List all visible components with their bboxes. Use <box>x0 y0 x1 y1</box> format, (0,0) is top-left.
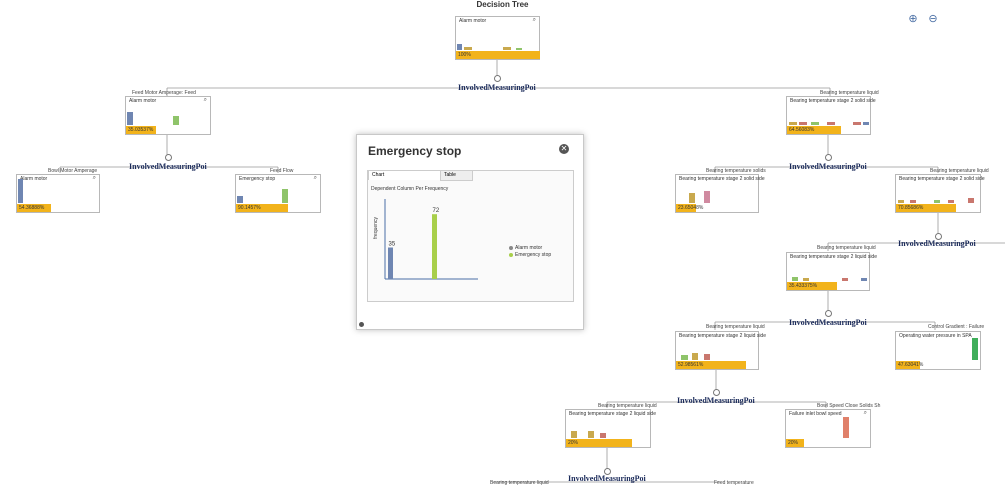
tree-node-right-parent[interactable]: Bearing temperature stage 2 solid side 6… <box>786 96 876 135</box>
tree-node-r-left[interactable]: Bearing temperature stage 2 solid side 2… <box>675 174 765 213</box>
node-percent: 100% <box>458 52 471 58</box>
node-percent: 20% <box>788 440 799 446</box>
frequency-chart: frequency 35 72 <box>373 199 478 280</box>
node-label: Bearing temperature stage 2 liquid side <box>790 254 877 260</box>
node-percent: 70.85686% <box>898 205 924 211</box>
emergency-stop-popup: Emergency stop ✕ Chart Table Dependent C… <box>356 134 584 330</box>
chart-title: Dependent Column Per Frequency <box>371 186 449 192</box>
node-percent: 35.433375% <box>789 283 818 289</box>
expand-toggle[interactable] <box>494 75 501 82</box>
magnifier-icon[interactable]: ⌕ <box>92 175 96 181</box>
tree-node-bowl-leaf[interactable]: Alarm motor ⌕ 54.36888% <box>16 174 100 213</box>
node-percent: 52.98561% <box>678 362 704 368</box>
edge-label: Feed temperature <box>714 480 754 486</box>
magnifier-icon[interactable]: ⌕ <box>203 97 207 103</box>
edge-label: Bearing temperature liquid <box>817 245 876 251</box>
node-label: Emergency stop <box>239 176 276 182</box>
resize-handle-icon[interactable] <box>359 322 364 327</box>
magnifier-icon[interactable]: ⌕ <box>313 175 317 181</box>
page-title: Decision Tree <box>476 0 529 9</box>
tree-node-root[interactable]: Alarm motor ⌕ 100% <box>455 16 540 60</box>
node-label: Operating water pressure in SPA <box>899 333 972 339</box>
node-percent: 20% <box>568 440 579 446</box>
split-label: InvolvedMeasuringPoi <box>129 162 207 171</box>
close-icon[interactable]: ✕ <box>559 144 569 154</box>
edge-label: Bearing temperature liquid <box>490 480 549 486</box>
split-label: InvolvedMeasuringPoi <box>568 474 646 483</box>
node-label: Bearing temperature stage 2 liquid side <box>679 333 766 339</box>
tab-chart[interactable]: Chart <box>368 171 441 180</box>
legend-item-alarm: Alarm motor <box>509 245 551 252</box>
split-label: InvolvedMeasuringPoi <box>789 162 867 171</box>
expand-toggle[interactable] <box>935 233 942 240</box>
split-label: InvolvedMeasuringPoi <box>458 83 536 92</box>
edge-label: Feed Flow <box>270 168 294 174</box>
y-axis-label: frequency <box>373 217 379 239</box>
edge-label: Bowl Speed Close Solids Sh <box>817 403 881 409</box>
chart-legend: Alarm motor Emergency stop <box>509 245 551 259</box>
node-label: Bearing temperature stage 2 solid side <box>679 176 765 182</box>
expand-toggle[interactable] <box>604 468 611 475</box>
node-percent: 64.56083% <box>789 127 815 133</box>
edge-label: Control Gradient : Failure <box>928 324 985 330</box>
tab-table[interactable]: Table <box>440 171 473 181</box>
chart-panel: Chart Table Dependent Column Per Frequen… <box>367 170 574 302</box>
tree-node-r-right[interactable]: Bearing temperature stage 2 solid side 7… <box>895 174 985 213</box>
tree-node-bottom[interactable]: Bearing temperature stage 2 liquid side … <box>565 409 656 448</box>
tree-node-operating[interactable]: Operating water pressure in SPA 47.63041… <box>895 331 981 370</box>
split-label: InvolvedMeasuringPoi <box>789 318 867 327</box>
edge-label: Bowl Motor Amperage <box>48 168 98 174</box>
node-label: Alarm motor <box>20 176 48 182</box>
bar-value-label-0: 35 <box>389 242 396 248</box>
tree-node-lower[interactable]: Bearing temperature stage 2 liquid side … <box>675 331 766 370</box>
expand-toggle[interactable] <box>713 389 720 396</box>
node-label: Bearing temperature stage 2 solid side <box>790 98 876 104</box>
split-label: InvolvedMeasuringPoi <box>677 396 755 405</box>
magnifier-icon[interactable]: ⌕ <box>532 17 536 23</box>
node-label: Alarm motor <box>129 98 157 104</box>
tree-node-bowl-parent[interactable]: Alarm motor ⌕ 35.03537% <box>125 96 211 135</box>
bar-0 <box>388 247 393 279</box>
tree-node-failure[interactable]: Failure inlet bowl speed ⌕ 20% <box>785 409 871 448</box>
zoom-in-icon[interactable]: ⊕ <box>908 13 918 25</box>
expand-toggle[interactable] <box>825 154 832 161</box>
bar-1 <box>432 214 437 279</box>
node-percent: 54.36888% <box>19 205 45 211</box>
node-percent: 47.63041% <box>898 362 924 368</box>
node-percent: 35.03537% <box>128 127 154 133</box>
edge-label: Bearing temperature liquid <box>706 324 765 330</box>
node-label: Alarm motor <box>459 18 487 24</box>
legend-item-emergency: Emergency stop <box>509 252 551 259</box>
edge-label: Feed Motor Amperage: Feed <box>132 90 196 96</box>
node-label: Bearing temperature stage 2 liquid side <box>569 411 656 417</box>
expand-toggle[interactable] <box>165 154 172 161</box>
edge-label: Bearing temperature solids <box>706 168 766 174</box>
popup-title: Emergency stop <box>368 144 462 158</box>
node-percent: 90.1457% <box>238 205 261 211</box>
split-label: InvolvedMeasuringPoi <box>898 239 976 248</box>
zoom-out-icon[interactable]: ⊖ <box>928 13 938 25</box>
edge-label: Bearing temperature liquid <box>930 168 989 174</box>
bar-value-label-1: 72 <box>433 208 440 214</box>
node-label: Bearing temperature stage 2 solid side <box>899 176 985 182</box>
tree-node-feed-leaf[interactable]: Emergency stop ⌕ 90.1457% <box>235 174 321 213</box>
edge-label: Bearing temperature liquid <box>820 90 879 96</box>
magnifier-icon[interactable]: ⌕ <box>863 410 867 416</box>
tree-node-mid[interactable]: Bearing temperature stage 2 liquid side … <box>786 252 877 291</box>
edge-label: Bearing temperature liquid <box>598 403 657 409</box>
node-percent: 23.65048% <box>678 205 704 211</box>
expand-toggle[interactable] <box>825 310 832 317</box>
node-label: Failure inlet bowl speed <box>789 411 842 417</box>
